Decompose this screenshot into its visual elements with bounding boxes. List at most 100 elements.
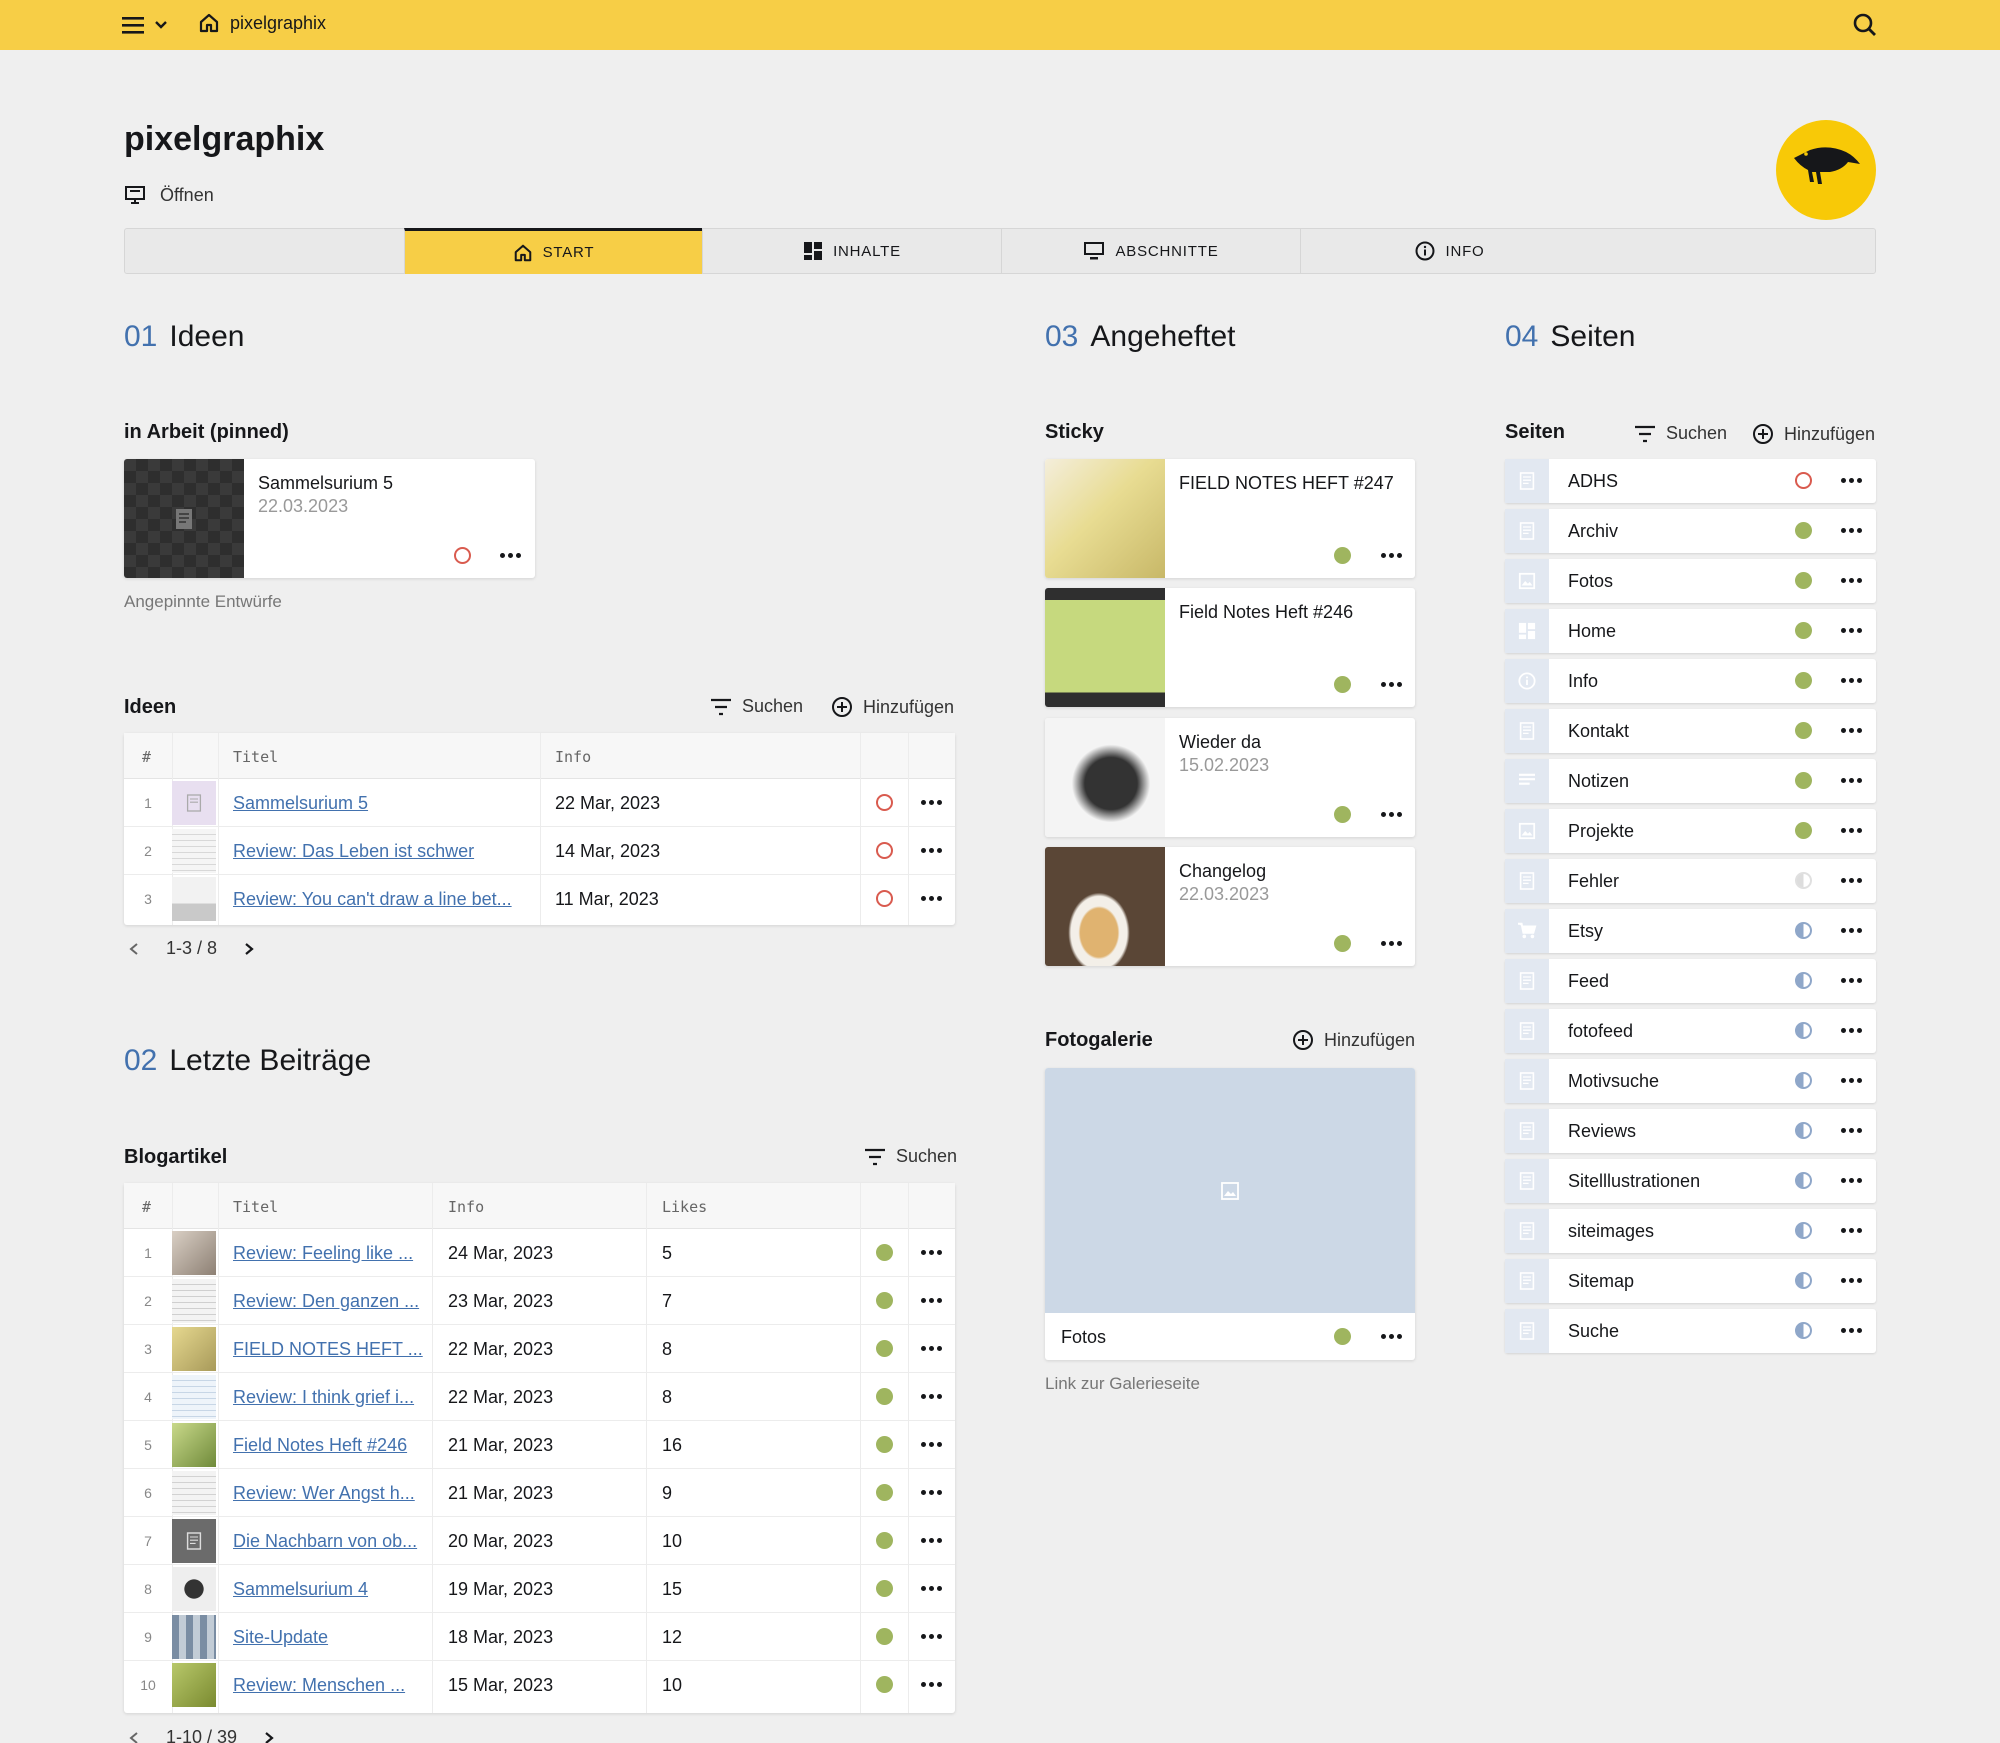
status-unlisted-icon[interactable] [1795,1022,1812,1039]
more-options-icon[interactable] [1841,572,1862,589]
status-unlisted-icon[interactable] [1795,1222,1812,1239]
row-title-link[interactable]: Review: Den ganzen ... [233,1291,420,1311]
status-listed-icon[interactable] [876,1628,893,1645]
page-item[interactable]: Sitemap [1505,1259,1876,1303]
tab-info[interactable]: INFO [1300,228,1599,274]
more-options-icon[interactable] [921,1676,942,1693]
gallery-add-button[interactable]: Hinzufügen [1292,1029,1415,1051]
status-draft-icon[interactable] [876,842,893,859]
page-item[interactable]: Reviews [1505,1109,1876,1153]
pages-search-button[interactable]: Suchen [1634,423,1727,444]
sticky-card[interactable]: Wieder da 15.02.2023 [1045,718,1415,837]
status-listed-icon[interactable] [1334,1328,1351,1345]
tab-start[interactable]: START [404,228,702,274]
status-unlisted-icon[interactable] [1795,872,1812,889]
status-listed-icon[interactable] [876,1292,893,1309]
more-options-icon[interactable] [1841,672,1862,689]
status-listed-icon[interactable] [1795,672,1812,689]
more-options-icon[interactable] [1841,822,1862,839]
page-item[interactable]: Sitelllustrationen [1505,1159,1876,1203]
chevron-right-icon[interactable] [263,1731,275,1743]
more-options-icon[interactable] [921,1436,942,1453]
more-options-icon[interactable] [1381,547,1402,564]
table-row[interactable]: 7 Die Nachbarn von ob... 20 Mar, 2023 10 [124,1517,955,1565]
page-item[interactable]: Feed [1505,959,1876,1003]
more-options-icon[interactable] [921,1244,942,1261]
table-row[interactable]: 5 Field Notes Heft #246 21 Mar, 2023 16 [124,1421,955,1469]
pinned-card[interactable]: Sammelsurium 5 22.03.2023 [124,459,535,578]
page-item[interactable]: Etsy [1505,909,1876,953]
page-item[interactable]: siteimages [1505,1209,1876,1253]
more-options-icon[interactable] [1381,1328,1402,1345]
chevron-right-icon[interactable] [243,942,255,956]
more-options-icon[interactable] [1841,1272,1862,1289]
table-row[interactable]: 4 Review: I think grief i... 22 Mar, 202… [124,1373,955,1421]
row-title-link[interactable]: Review: You can't draw a line bet... [233,889,512,909]
more-options-icon[interactable] [1841,722,1862,739]
more-options-icon[interactable] [1841,472,1862,489]
page-item[interactable]: ADHS [1505,459,1876,503]
page-item[interactable]: Home [1505,609,1876,653]
status-unlisted-icon[interactable] [1795,1122,1812,1139]
page-item[interactable]: fotofeed [1505,1009,1876,1053]
row-title-link[interactable]: Field Notes Heft #246 [233,1435,408,1455]
table-row[interactable]: 6 Review: Wer Angst h... 21 Mar, 2023 9 [124,1469,955,1517]
row-title-link[interactable]: Review: Feeling like ... [233,1243,414,1263]
page-item[interactable]: Notizen [1505,759,1876,803]
open-site-link[interactable]: Öffnen [124,184,214,206]
more-options-icon[interactable] [1841,1222,1862,1239]
status-listed-icon[interactable] [1795,772,1812,789]
menu-toggle[interactable] [122,13,176,37]
pages-add-button[interactable]: Hinzufügen [1752,423,1875,445]
status-unlisted-icon[interactable] [1795,922,1812,939]
page-item[interactable]: Suche [1505,1309,1876,1353]
ideas-search-button[interactable]: Suchen [710,696,803,717]
more-options-icon[interactable] [921,1580,942,1597]
sticky-card[interactable]: FIELD NOTES HEFT #247 [1045,459,1415,578]
table-row[interactable]: 1 Sammelsurium 5 22 Mar, 2023 [124,779,955,827]
status-listed-icon[interactable] [876,1340,893,1357]
page-item[interactable]: Fotos [1505,559,1876,603]
more-options-icon[interactable] [1841,1172,1862,1189]
more-options-icon[interactable] [1841,1072,1862,1089]
more-options-icon[interactable] [1841,1022,1862,1039]
more-options-icon[interactable] [921,842,942,859]
more-options-icon[interactable] [500,547,521,564]
status-draft-icon[interactable] [876,890,893,907]
tab-abschnitte[interactable]: ABSCHNITTE [1001,228,1300,274]
more-options-icon[interactable] [921,1628,942,1645]
more-options-icon[interactable] [1841,1322,1862,1339]
site-home-link[interactable]: pixelgraphix [198,12,326,34]
status-unlisted-icon[interactable] [1795,1272,1812,1289]
status-listed-icon[interactable] [1795,522,1812,539]
status-listed-icon[interactable] [1334,547,1351,564]
more-options-icon[interactable] [1841,872,1862,889]
sticky-card[interactable]: Changelog 22.03.2023 [1045,847,1415,966]
search-button[interactable] [1852,12,1878,38]
row-title-link[interactable]: Sammelsurium 5 [233,793,369,813]
status-draft-icon[interactable] [454,547,471,564]
more-options-icon[interactable] [1841,972,1862,989]
status-listed-icon[interactable] [876,1580,893,1597]
status-listed-icon[interactable] [1334,935,1351,952]
chevron-left-icon[interactable] [128,1731,140,1743]
row-title-link[interactable]: FIELD NOTES HEFT ... [233,1339,423,1359]
status-listed-icon[interactable] [876,1484,893,1501]
table-row[interactable]: 2 Review: Das Leben ist schwer 14 Mar, 2… [124,827,955,875]
status-listed-icon[interactable] [1334,676,1351,693]
more-options-icon[interactable] [921,1484,942,1501]
more-options-icon[interactable] [921,1340,942,1357]
row-title-link[interactable]: Site-Update [233,1627,329,1647]
row-title-link[interactable]: Review: Wer Angst h... [233,1483,415,1503]
more-options-icon[interactable] [1381,676,1402,693]
status-listed-icon[interactable] [876,1388,893,1405]
table-row[interactable]: 8 Sammelsurium 4 19 Mar, 2023 15 [124,1565,955,1613]
status-listed-icon[interactable] [1795,722,1812,739]
row-title-link[interactable]: Die Nachbarn von ob... [233,1531,418,1551]
more-options-icon[interactable] [1381,935,1402,952]
status-unlisted-icon[interactable] [1795,972,1812,989]
status-unlisted-icon[interactable] [1795,1172,1812,1189]
table-row[interactable]: 3 FIELD NOTES HEFT ... 22 Mar, 2023 8 [124,1325,955,1373]
page-item[interactable]: Motivsuche [1505,1059,1876,1103]
row-title-link[interactable]: Review: Menschen ... [233,1675,406,1695]
